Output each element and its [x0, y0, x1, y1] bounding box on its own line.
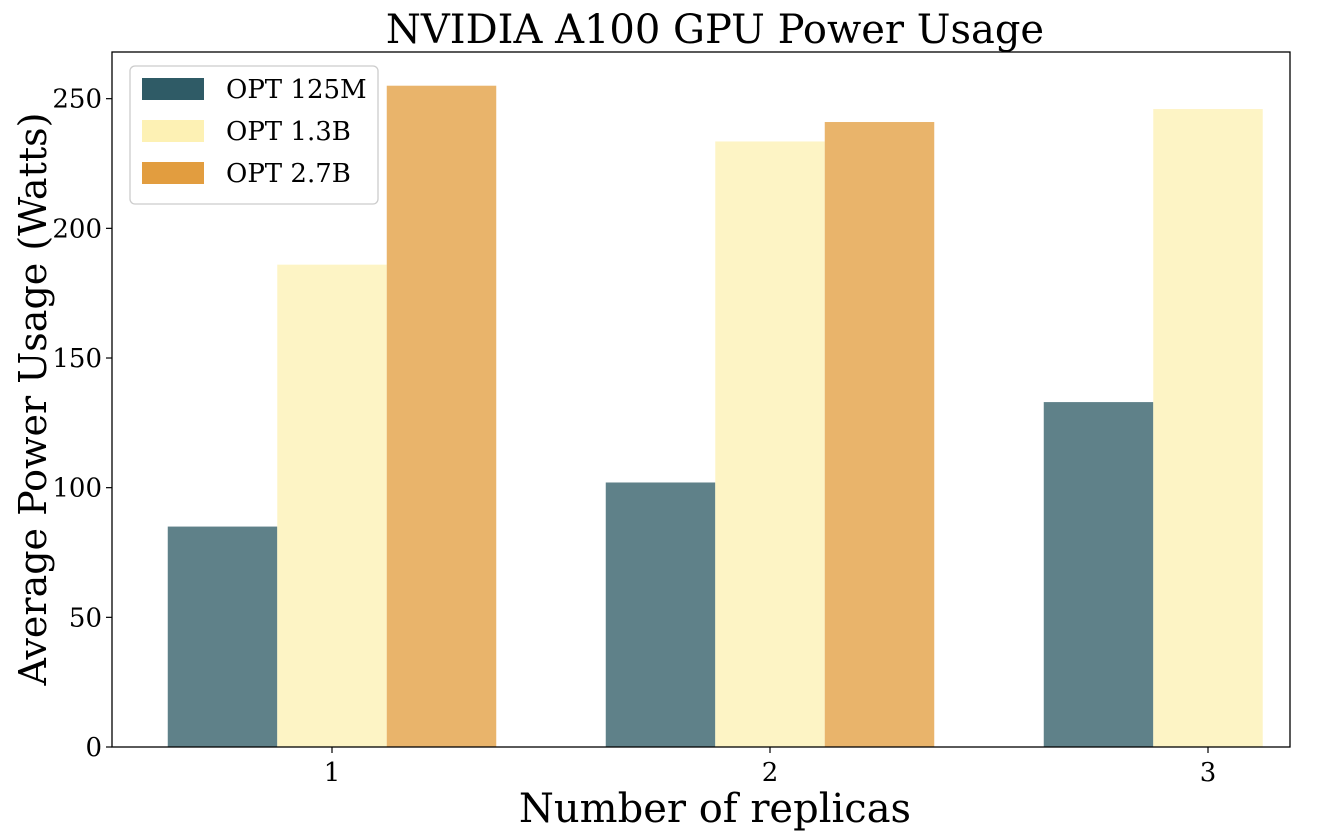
legend-label: OPT 2.7B — [226, 159, 351, 189]
y-tick-label: 0 — [85, 733, 102, 763]
bar-opt-125m-1 — [167, 526, 278, 747]
bar-opt-125m-3 — [1043, 402, 1154, 747]
axis-ticks: 0 50 100 150 200 250 1 2 3 — [52, 85, 1216, 788]
legend-swatch — [142, 120, 204, 142]
y-axis-label: Average Power Usage (Watts) — [11, 113, 55, 687]
legend-swatch — [142, 162, 204, 184]
y-tick-label: 250 — [52, 85, 102, 115]
bar-opt-2-7b-2 — [824, 122, 935, 747]
chart-title: NVIDIA A100 GPU Power Usage — [386, 7, 1044, 53]
bar-opt-2-7b-1 — [386, 85, 497, 747]
x-tick-label: 1 — [324, 758, 341, 788]
bar-opt-1-3b-3 — [1153, 109, 1263, 748]
bar-opt-125m-2 — [605, 482, 716, 747]
legend-label: OPT 1.3B — [226, 117, 351, 147]
y-tick-label: 150 — [52, 344, 102, 374]
bar-opt-1-3b-2 — [715, 141, 825, 748]
legend: OPT 125M OPT 1.3B OPT 2.7B — [129, 65, 379, 205]
bar-opt-1-3b-1 — [277, 264, 387, 747]
y-tick-label: 50 — [69, 603, 102, 633]
x-axis-label: Number of replicas — [519, 786, 911, 832]
x-tick-label: 2 — [762, 758, 779, 788]
legend-label: OPT 125M — [226, 75, 367, 105]
y-tick-label: 200 — [52, 214, 102, 244]
x-tick-label: 3 — [1200, 758, 1217, 788]
y-tick-label: 100 — [52, 474, 102, 504]
legend-swatch — [142, 78, 204, 100]
bars — [167, 85, 1263, 748]
plot-frame — [111, 51, 1291, 748]
